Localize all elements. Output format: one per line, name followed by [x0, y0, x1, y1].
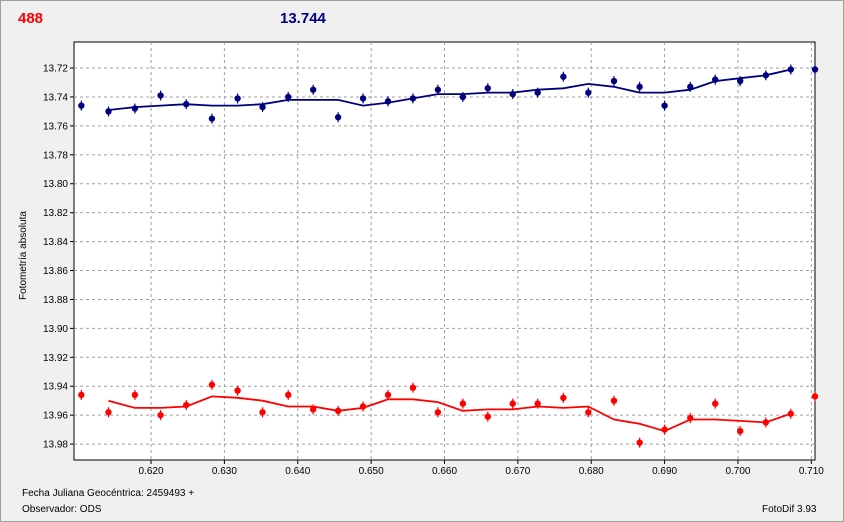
series-2-point	[131, 391, 139, 399]
series-2-point	[534, 400, 541, 407]
series-1-point	[610, 77, 618, 85]
series-2-point	[811, 393, 819, 400]
x-tick-label: 0.680	[579, 466, 604, 477]
series-1-point	[736, 77, 744, 85]
series-2-point	[787, 410, 794, 417]
series-1-point	[661, 102, 668, 109]
series-1-point	[636, 83, 643, 91]
series-1-point	[131, 105, 139, 112]
series-1-point	[309, 86, 317, 93]
series-1-point	[285, 93, 292, 101]
y-tick-label: 13.88	[43, 295, 68, 306]
series-1-point	[234, 95, 241, 102]
x-tick-label: 0.660	[432, 466, 457, 477]
x-tick-label: 0.630	[212, 466, 237, 477]
y-tick-label: 13.84	[43, 237, 68, 248]
y-tick-label: 13.94	[43, 382, 68, 393]
series-1-point	[208, 115, 216, 122]
series-1-point	[560, 73, 567, 80]
y-tick-label: 13.72	[43, 64, 68, 75]
series-1-point	[157, 92, 164, 99]
y-tick-label: 13.96	[43, 411, 68, 422]
observer-label: Observador: ODS	[22, 504, 102, 515]
x-tick-label: 0.650	[359, 466, 384, 477]
series-1-point	[384, 98, 392, 105]
y-tick-label: 13.82	[43, 208, 68, 219]
header-value-left: 488	[18, 10, 44, 27]
series-2-point	[208, 381, 216, 388]
series-2-point	[78, 391, 85, 399]
series-1-point	[183, 100, 190, 108]
series-2-point	[285, 391, 292, 399]
series-2-point	[509, 400, 516, 407]
series-1-point	[459, 93, 467, 101]
series-1-point	[509, 90, 516, 98]
series-1-point	[787, 66, 794, 73]
series-2-point	[259, 409, 266, 416]
series-2-point	[636, 439, 643, 446]
series-1-point	[712, 76, 719, 83]
y-tick-label: 13.78	[43, 150, 68, 161]
x-tick-label: 0.640	[285, 466, 310, 477]
x-tick-label: 0.620	[139, 466, 164, 477]
series-2-point	[334, 407, 342, 415]
series-2-point	[157, 411, 164, 419]
series-1-trend-line	[108, 68, 792, 111]
series-2-point	[105, 409, 112, 416]
series-2-point	[409, 384, 417, 391]
series-2-point	[234, 387, 241, 394]
x-tick-label: 0.710	[799, 466, 824, 477]
series-2-point	[359, 403, 367, 410]
series-2-point	[484, 413, 491, 420]
y-tick-label: 13.90	[43, 324, 68, 335]
software-version: FotoDif 3.93	[762, 504, 817, 515]
series-2-point	[687, 414, 694, 422]
series-2-point	[434, 409, 442, 416]
series-1-point	[585, 89, 592, 96]
header-value-mid: 13.744	[280, 10, 326, 27]
series-1-point	[409, 95, 417, 102]
x-tick-label: 0.700	[725, 466, 750, 477]
x-tick-label: 0.690	[652, 466, 677, 477]
series-2-point	[610, 397, 618, 404]
x-tick-label: 0.670	[505, 466, 530, 477]
series-2-point	[309, 406, 317, 413]
series-1-point	[334, 114, 342, 121]
series-1-point	[687, 83, 694, 91]
series-1-point	[78, 102, 85, 109]
series-1-point	[484, 85, 491, 92]
series-1-point	[434, 86, 442, 93]
series-2-point	[712, 400, 719, 407]
series-2-point	[183, 401, 190, 409]
y-tick-label: 13.86	[43, 266, 68, 277]
series-1-point	[359, 95, 367, 102]
y-tick-label: 13.98	[43, 440, 68, 451]
series-2-point	[560, 394, 567, 402]
series-2-trend-line	[108, 395, 792, 433]
series-1-point	[811, 66, 819, 73]
y-tick-label: 13.74	[43, 92, 68, 103]
series-2-point	[661, 426, 668, 433]
series-1-point	[259, 103, 266, 111]
y-tick-label: 13.92	[43, 353, 68, 364]
jd-label: Fecha Juliana Geocéntrica: 2459493 +	[22, 488, 195, 499]
series-1-point	[762, 72, 770, 79]
series-2-point	[459, 400, 467, 407]
series-2-point	[736, 427, 744, 435]
series-2-point	[762, 419, 770, 426]
series-2-point	[585, 409, 592, 416]
series-1-point	[534, 89, 541, 96]
y-tick-label: 13.76	[43, 121, 68, 132]
series-1-point	[105, 108, 112, 115]
y-tick-label: 13.80	[43, 179, 68, 190]
series-2-point	[384, 391, 392, 399]
